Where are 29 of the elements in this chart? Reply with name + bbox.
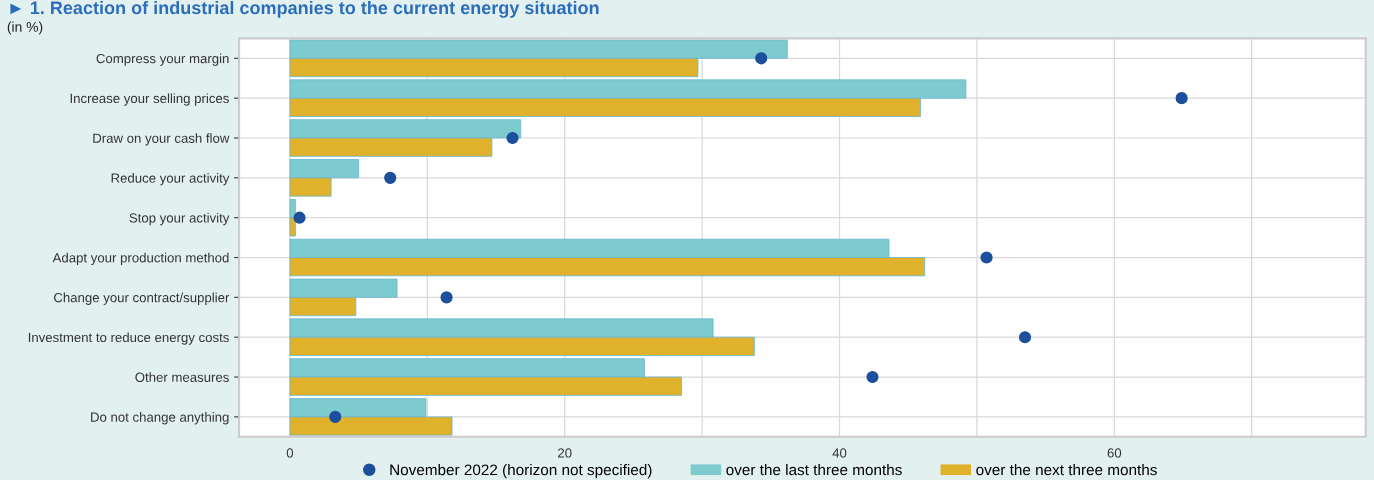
point [866, 370, 879, 384]
point [506, 131, 519, 145]
point [384, 171, 397, 184]
x-tick-label: 20 [558, 448, 572, 458]
point [293, 211, 306, 224]
y-tick-label: Other measures [135, 372, 229, 382]
y-tick-label: Reduce your activity [111, 173, 230, 186]
point [440, 291, 453, 304]
point [1175, 92, 1188, 105]
y-tick-label: Draw on your cash flow [93, 133, 230, 146]
y-tick-label: Adapt your production method [52, 252, 229, 266]
y-tick-label: Stop your activity [129, 212, 230, 226]
x-tick-label: 40 [832, 448, 847, 458]
legend-label: November 2022 (horizon not specified) [390, 464, 652, 479]
chart-title: ► 1. Reaction of industrial companies to the current energy situation [10, 0, 599, 18]
legend-label: over the last three months [726, 464, 902, 476]
y-tick-label: Increase your selling prices [70, 93, 229, 106]
point [755, 52, 768, 65]
y-tick-label: Do not change anything [91, 412, 229, 425]
point [329, 410, 342, 423]
legend-label: over the next three months [976, 464, 1157, 476]
point [980, 251, 993, 264]
point [1018, 331, 1032, 344]
y-tick-label: Investment to reduce energy costs [28, 332, 229, 345]
y-tick-label: Change your contract/supplier [54, 292, 230, 305]
x-tick-label: 60 [1107, 448, 1122, 458]
text: (in %) [7, 21, 43, 35]
x-tick-label: 0 [286, 448, 294, 458]
y-tick-label: Compress your margin [96, 53, 229, 66]
